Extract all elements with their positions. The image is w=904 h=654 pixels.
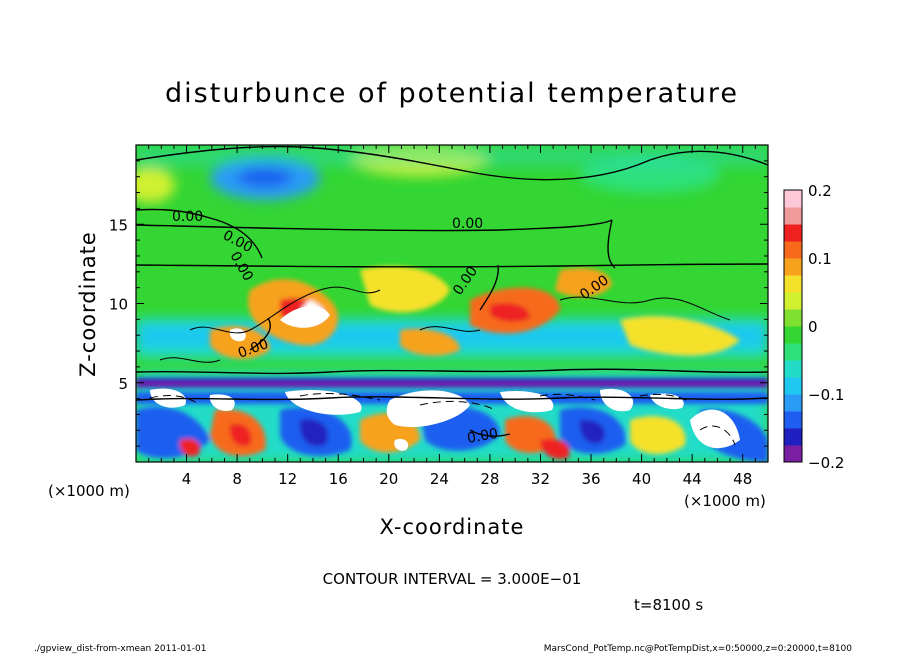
x-unit-left: (×1000 m) [48, 482, 130, 500]
colorbar-tick-label: −0.2 [808, 454, 844, 472]
x-tick-label: 16 [329, 470, 348, 488]
y-tick-label: 15 [109, 216, 128, 234]
colorbar-swatch [784, 275, 802, 293]
colorbar-tick-label: 0.2 [808, 182, 832, 200]
x-axis: 4 8 12 16 20 24 28 32 36 40 44 48 [148, 145, 756, 488]
y-axis-label: Z-coordinate [76, 231, 100, 377]
colorbar-swatch [784, 428, 802, 446]
x-tick-label: 40 [632, 470, 651, 488]
colorbar-swatch [784, 292, 802, 310]
colorbar-frame [783, 189, 803, 463]
contour-label: 0.00 [172, 209, 203, 225]
colorbar: 0.2 0.1 0 −0.1 −0.2 [783, 182, 844, 472]
x-tick-label: 32 [531, 470, 550, 488]
x-unit-right: (×1000 m) [684, 492, 766, 510]
time-label: t=8100 s [634, 596, 703, 614]
colorbar-swatch [784, 394, 802, 412]
colorbar-swatch [784, 326, 802, 344]
contour-lines-negative [149, 392, 736, 446]
colorbar-swatch [784, 360, 802, 378]
x-tick-label: 44 [683, 470, 702, 488]
footer-left: ./gpview_dist-from-xmean 2011-01-01 [34, 644, 206, 654]
contour-label: 0.00 [466, 426, 499, 447]
x-tick-label: 8 [232, 470, 242, 488]
x-tick-label: 4 [182, 470, 192, 488]
y-tick-label: 10 [109, 296, 128, 314]
contour-label: 0.00 [452, 216, 483, 232]
x-tick-label: 12 [278, 470, 297, 488]
x-tick-label: 24 [430, 470, 449, 488]
footer-right: MarsCond_PotTemp.nc@PotTempDist,x=0:5000… [544, 644, 853, 654]
colorbar-swatch [784, 190, 802, 208]
colorbar-swatch [784, 411, 802, 429]
x-tick-label: 20 [379, 470, 398, 488]
colorbar-tick-label: 0 [808, 318, 818, 336]
x-axis-label: X-coordinate [380, 515, 525, 539]
y-tick-label: 5 [118, 375, 128, 393]
contour-interval: CONTOUR INTERVAL = 3.000E−01 [323, 570, 582, 588]
colorbar-tick-label: 0.1 [808, 250, 832, 268]
colorbar-swatch [784, 343, 802, 361]
x-tick-label: 36 [581, 470, 600, 488]
x-tick-label: 28 [480, 470, 499, 488]
chart-title: disturbunce of potential temperature [165, 78, 739, 109]
heatmap-field: 0.00 0.00 0.00 0.00 0.00 0.00 0.00 0.00 [136, 145, 768, 462]
colorbar-swatch [784, 445, 802, 463]
colorbar-swatch [784, 241, 802, 259]
y-axis: 5 10 15 [109, 160, 768, 447]
colorbar-swatch [784, 224, 802, 242]
x-tick-label: 48 [733, 470, 752, 488]
contour-lines [136, 145, 768, 437]
colorbar-swatch [784, 377, 802, 395]
colorbar-tick-label: −0.1 [808, 386, 844, 404]
colorbar-swatch [784, 258, 802, 276]
contour-lines-thin [159, 286, 731, 363]
colorbar-swatch [784, 309, 802, 327]
colorbar-swatch [784, 207, 802, 225]
